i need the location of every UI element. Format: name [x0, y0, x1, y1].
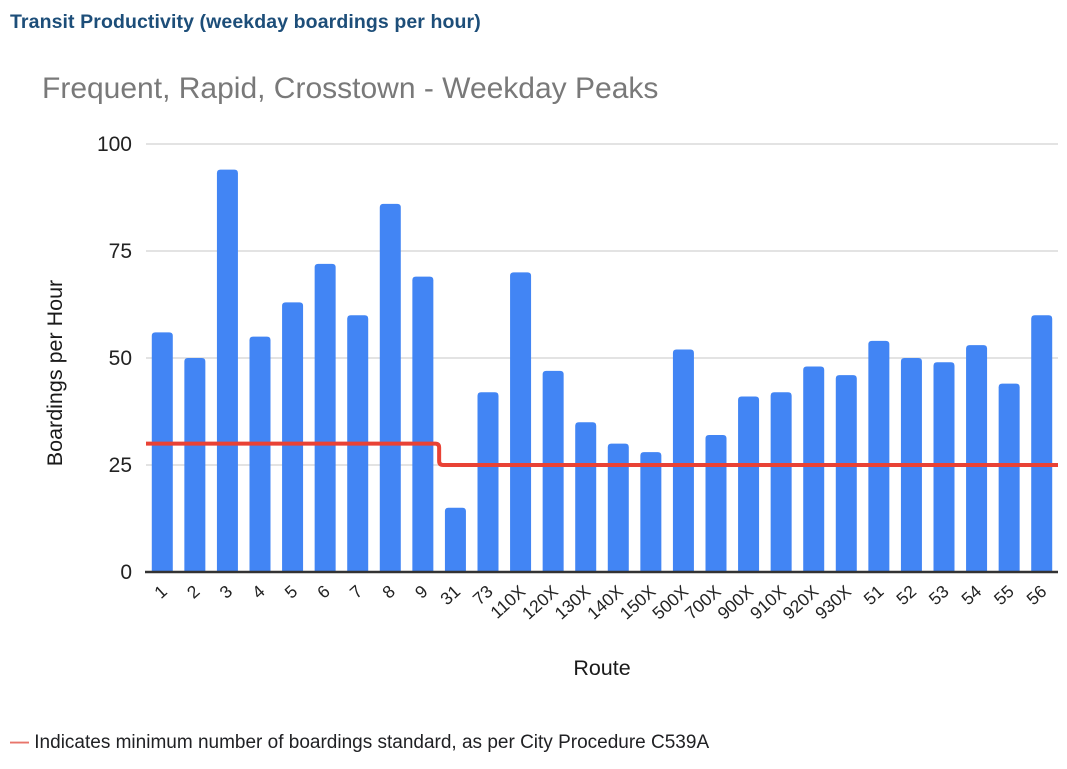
x-tick-label-51: 51: [860, 581, 888, 609]
bar-500X: [672, 349, 694, 572]
page-title: Transit Productivity (weekday boardings …: [10, 11, 481, 33]
x-tick-label-130X: 130X: [551, 581, 595, 623]
bar-1: [151, 332, 173, 572]
x-tick-label-3: 3: [215, 581, 236, 602]
bar-9: [412, 276, 434, 572]
bar-910X: [770, 392, 792, 572]
x-tick-label-120X: 120X: [518, 581, 562, 623]
bar-130X: [575, 422, 597, 572]
bar-110X: [510, 272, 532, 572]
x-tick-label-4: 4: [248, 581, 269, 603]
x-tick-label-930X: 930X: [811, 581, 855, 623]
x-tick-label-2: 2: [183, 581, 204, 602]
legend-footnote-text: Indicates minimum number of boardings st…: [34, 732, 710, 753]
legend-line-swatch: —: [10, 732, 29, 753]
legend-footnote: — Indicates minimum number of boardings …: [10, 732, 709, 754]
x-tick-label-7: 7: [346, 581, 367, 602]
x-tick-label-110X: 110X: [486, 581, 529, 623]
bar-930X: [835, 375, 857, 572]
x-tick-label-53: 53: [925, 581, 953, 609]
chart[interactable]: Frequent, Rapid, Crosstown - Weekday Pea…: [0, 60, 1067, 705]
bar-6: [314, 263, 336, 572]
bar-920X: [803, 366, 825, 572]
chart-title: Frequent, Rapid, Crosstown - Weekday Pea…: [42, 72, 659, 105]
y-axis-title: Boardings per Hour: [43, 280, 67, 466]
x-tick-label-5: 5: [281, 581, 302, 602]
x-tick-label-9: 9: [411, 581, 432, 602]
x-tick-label-140X: 140X: [583, 581, 627, 623]
x-tick-label-910X: 910X: [746, 581, 790, 623]
bar-31: [444, 507, 466, 572]
x-axis-title: Route: [573, 656, 630, 680]
bar-120X: [542, 370, 564, 572]
y-tick-label-100: 100: [97, 133, 132, 156]
bar-73: [477, 392, 499, 572]
bar-5: [282, 302, 304, 572]
x-tick-label-1: 1: [150, 581, 171, 602]
bar-150X: [640, 452, 662, 572]
bar-55: [998, 383, 1020, 572]
y-tick-label-25: 25: [109, 454, 132, 477]
x-tick-label-150X: 150X: [616, 581, 660, 623]
x-tick-label-55: 55: [990, 581, 1018, 609]
x-tick-label-54: 54: [957, 581, 985, 609]
bar-900X: [738, 396, 760, 572]
x-tick-label-6: 6: [313, 581, 334, 602]
bar-53: [933, 362, 955, 572]
y-tick-label-0: 0: [120, 561, 132, 584]
bar-56: [1031, 315, 1053, 572]
x-tick-label-56: 56: [1023, 581, 1051, 609]
bar-2: [184, 358, 206, 572]
x-tick-label-700X: 700X: [681, 581, 725, 623]
minimum-standard-line: [146, 441, 1058, 467]
x-tick-label-900X: 900X: [713, 581, 757, 623]
bar-8: [379, 203, 401, 573]
bar-4: [249, 336, 271, 572]
x-tick-label-500X: 500X: [648, 581, 692, 623]
bar-3: [216, 169, 238, 572]
x-tick-label-31: 31: [436, 581, 464, 609]
bar-140X: [607, 443, 629, 572]
x-tick-label-8: 8: [378, 581, 399, 602]
y-tick-label-75: 75: [109, 240, 132, 263]
bar-700X: [705, 435, 727, 572]
x-tick-label-52: 52: [892, 581, 920, 609]
y-tick-label-50: 50: [109, 347, 132, 370]
bar-54: [966, 345, 988, 572]
x-tick-label-920X: 920X: [779, 581, 823, 623]
bar-51: [868, 340, 890, 572]
